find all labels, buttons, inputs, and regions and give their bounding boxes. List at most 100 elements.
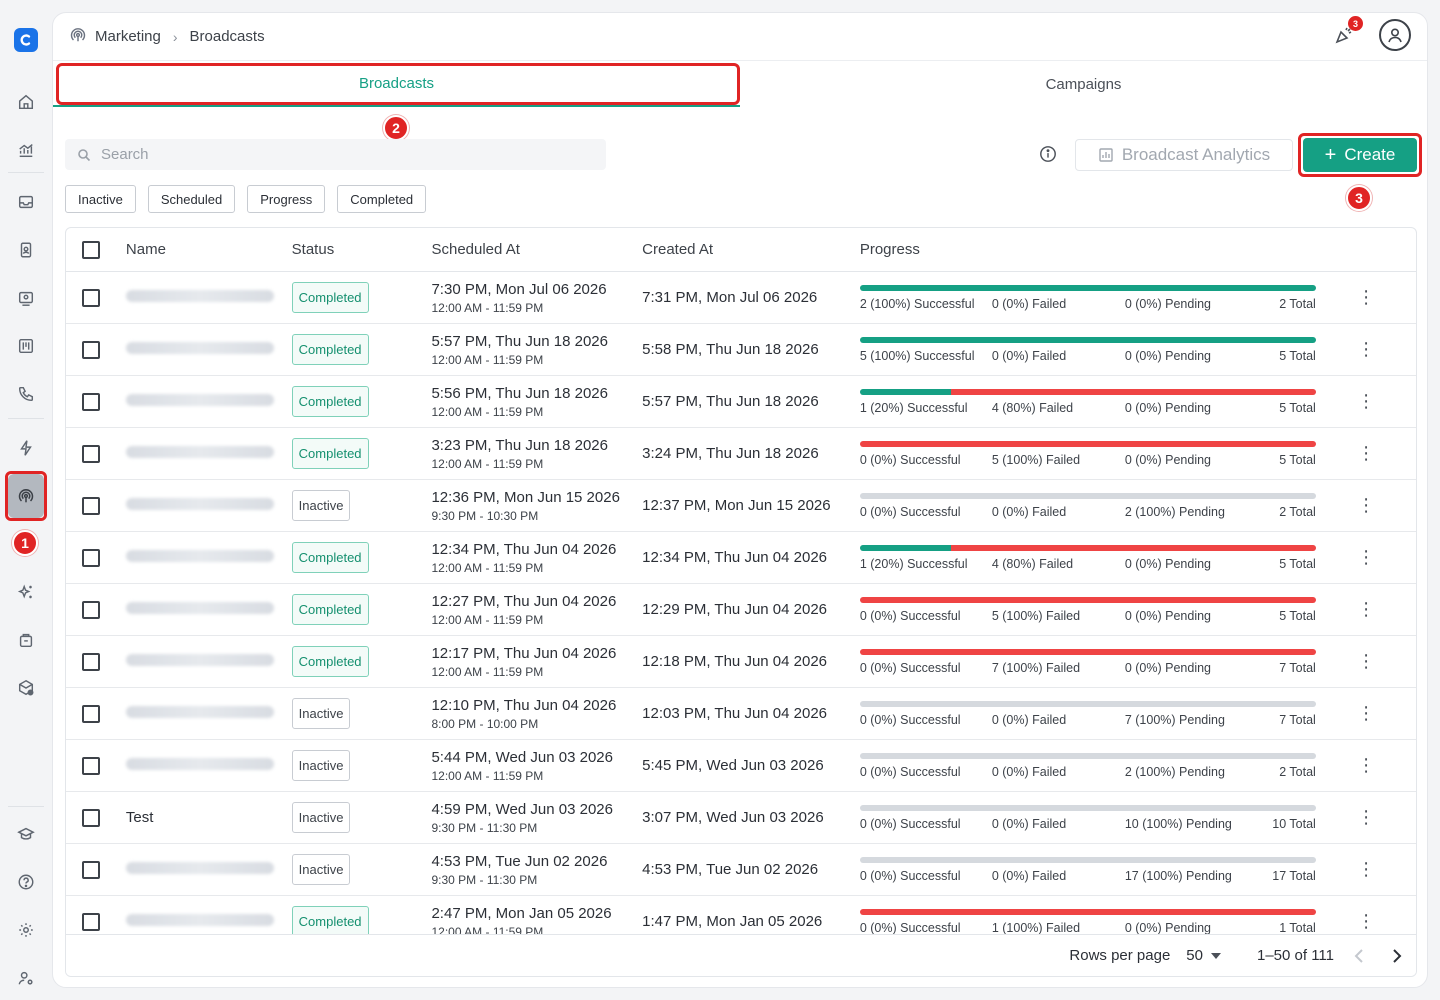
chart-icon bbox=[1099, 148, 1113, 162]
row-more-menu-icon[interactable]: ⋮ bbox=[1357, 651, 1376, 671]
column-created-at[interactable]: Created At bbox=[642, 241, 714, 258]
scheduled-datetime: 12:34 PM, Thu Jun 04 2026 bbox=[431, 540, 617, 558]
row-checkbox[interactable] bbox=[81, 392, 100, 411]
next-page-icon[interactable] bbox=[1392, 948, 1402, 963]
row-more-menu-icon[interactable]: ⋮ bbox=[1357, 911, 1376, 931]
table-row[interactable]: Inactive 5:44 PM, Wed Jun 03 2026 12:00 … bbox=[66, 740, 1416, 792]
table-row[interactable]: Completed 5:56 PM, Thu Jun 18 2026 12:00… bbox=[66, 376, 1416, 428]
broadcast-icon[interactable] bbox=[8, 474, 44, 518]
contacts-icon[interactable] bbox=[10, 234, 42, 266]
row-checkbox[interactable] bbox=[81, 808, 100, 827]
scheduled-datetime: 5:56 PM, Thu Jun 18 2026 bbox=[431, 384, 608, 402]
app-logo-icon[interactable] bbox=[14, 28, 38, 52]
row-more-menu-icon[interactable]: ⋮ bbox=[1357, 339, 1376, 359]
row-checkbox[interactable] bbox=[81, 340, 100, 359]
row-more-menu-icon[interactable]: ⋮ bbox=[1357, 443, 1376, 463]
row-checkbox[interactable] bbox=[81, 600, 100, 619]
search-input[interactable] bbox=[101, 146, 581, 163]
total-count: 1 Total bbox=[1279, 920, 1316, 935]
inbox-icon[interactable] bbox=[10, 186, 42, 218]
row-more-menu-icon[interactable]: ⋮ bbox=[1357, 391, 1376, 411]
table-row[interactable]: Completed 5:57 PM, Thu Jun 18 2026 12:00… bbox=[66, 324, 1416, 376]
analytics-icon[interactable] bbox=[10, 134, 42, 166]
row-checkbox[interactable] bbox=[81, 704, 100, 723]
table-row[interactable]: Inactive 12:36 PM, Mon Jun 15 2026 9:30 … bbox=[66, 480, 1416, 532]
tab-campaigns[interactable]: Campaigns bbox=[1045, 75, 1122, 93]
broadcast-name[interactable]: Test bbox=[125, 809, 154, 826]
send-window: 12:00 AM - 11:59 PM bbox=[431, 924, 544, 937]
table-row[interactable]: Completed 12:34 PM, Thu Jun 04 2026 12:0… bbox=[66, 532, 1416, 584]
table-row[interactable]: Completed 12:17 PM, Thu Jun 04 2026 12:0… bbox=[66, 636, 1416, 688]
successful-count: 0 (0%) Successful bbox=[859, 660, 961, 675]
total-count: 5 Total bbox=[1279, 348, 1316, 363]
filter-progress[interactable]: Progress bbox=[247, 185, 326, 213]
filter-completed[interactable]: Completed bbox=[337, 185, 427, 213]
info-icon[interactable] bbox=[1039, 145, 1059, 165]
create-button[interactable]: + Create bbox=[1303, 138, 1417, 172]
table-row[interactable]: Completed 3:23 PM, Thu Jun 18 2026 12:00… bbox=[66, 428, 1416, 480]
select-all-checkbox[interactable] bbox=[81, 240, 100, 259]
successful-count: 0 (0%) Successful bbox=[859, 608, 961, 623]
column-status[interactable]: Status bbox=[291, 241, 335, 258]
rows-per-page-select[interactable]: 50 bbox=[1186, 947, 1221, 964]
table-row[interactable]: Completed 7:30 PM, Mon Jul 06 2026 12:00… bbox=[66, 272, 1416, 324]
home-icon[interactable] bbox=[10, 86, 42, 118]
search-box bbox=[65, 139, 606, 170]
filter-inactive[interactable]: Inactive bbox=[65, 185, 136, 213]
bag-icon[interactable] bbox=[10, 624, 42, 656]
box-settings-icon[interactable] bbox=[10, 672, 42, 704]
row-checkbox[interactable] bbox=[81, 496, 100, 515]
row-more-menu-icon[interactable]: ⋮ bbox=[1357, 755, 1376, 775]
broadcast-name-redacted bbox=[125, 758, 274, 770]
table-row[interactable]: Inactive 12:10 PM, Thu Jun 04 2026 8:00 … bbox=[66, 688, 1416, 740]
create-label: Create bbox=[1344, 145, 1396, 164]
row-checkbox[interactable] bbox=[81, 860, 100, 879]
pending-count: 0 (0%) Pending bbox=[1124, 296, 1212, 311]
table-row[interactable]: Test Inactive 4:59 PM, Wed Jun 03 2026 9… bbox=[66, 792, 1416, 844]
desk-icon[interactable] bbox=[10, 282, 42, 314]
row-checkbox[interactable] bbox=[81, 548, 100, 567]
prev-page-icon[interactable] bbox=[1354, 948, 1364, 963]
row-checkbox[interactable] bbox=[81, 652, 100, 671]
row-more-menu-icon[interactable]: ⋮ bbox=[1357, 859, 1376, 879]
scheduled-datetime: 4:53 PM, Tue Jun 02 2026 bbox=[431, 852, 608, 870]
row-more-menu-icon[interactable]: ⋮ bbox=[1357, 599, 1376, 619]
broadcast-analytics-button[interactable]: Broadcast Analytics bbox=[1075, 139, 1293, 171]
progress-bar bbox=[859, 648, 1316, 655]
row-more-menu-icon[interactable]: ⋮ bbox=[1357, 807, 1376, 827]
user-avatar-icon[interactable] bbox=[1379, 19, 1411, 51]
row-more-menu-icon[interactable]: ⋮ bbox=[1357, 703, 1376, 723]
row-more-menu-icon[interactable]: ⋮ bbox=[1357, 495, 1376, 515]
name-cell bbox=[116, 549, 292, 566]
chevron-right-icon: › bbox=[172, 28, 178, 45]
table-row[interactable]: Completed 12:27 PM, Thu Jun 04 2026 12:0… bbox=[66, 584, 1416, 636]
tab-broadcasts[interactable]: Broadcasts bbox=[53, 61, 740, 107]
learning-cap-icon[interactable] bbox=[10, 818, 42, 850]
table-body: Completed 7:30 PM, Mon Jul 06 2026 12:00… bbox=[66, 272, 1416, 936]
column-scheduled-at[interactable]: Scheduled At bbox=[431, 241, 520, 258]
row-checkbox[interactable] bbox=[81, 444, 100, 463]
ai-sparkle-icon[interactable] bbox=[10, 576, 42, 608]
board-icon[interactable] bbox=[10, 330, 42, 362]
notification-button[interactable]: 3 bbox=[1331, 16, 1363, 48]
phone-icon[interactable] bbox=[10, 378, 42, 410]
table-row[interactable]: Completed 2:47 PM, Mon Jan 05 2026 12:00… bbox=[66, 896, 1416, 936]
progress-cell: 0 (0%) Successful 0 (0%) Failed 2 (100%)… bbox=[853, 492, 1316, 519]
row-more-menu-icon[interactable]: ⋮ bbox=[1357, 547, 1376, 567]
table-row[interactable]: Inactive 4:53 PM, Tue Jun 02 2026 9:30 P… bbox=[66, 844, 1416, 896]
pending-count: 0 (0%) Pending bbox=[1124, 452, 1212, 467]
user-settings-icon[interactable] bbox=[10, 962, 42, 994]
row-checkbox[interactable] bbox=[81, 288, 100, 307]
automation-bolt-icon[interactable] bbox=[10, 432, 42, 464]
pending-count: 10 (100%) Pending bbox=[1124, 816, 1232, 831]
settings-gear-icon[interactable] bbox=[10, 914, 42, 946]
help-icon[interactable] bbox=[10, 866, 42, 898]
breadcrumb-marketing-link[interactable]: Marketing bbox=[95, 28, 161, 45]
row-checkbox[interactable] bbox=[81, 756, 100, 775]
broadcast-name-redacted bbox=[125, 394, 274, 406]
column-name[interactable]: Name bbox=[125, 241, 166, 258]
row-checkbox[interactable] bbox=[81, 912, 100, 931]
row-more-menu-icon[interactable]: ⋮ bbox=[1357, 287, 1376, 307]
progress-failed-segment bbox=[951, 388, 1316, 395]
filter-scheduled[interactable]: Scheduled bbox=[147, 185, 236, 213]
